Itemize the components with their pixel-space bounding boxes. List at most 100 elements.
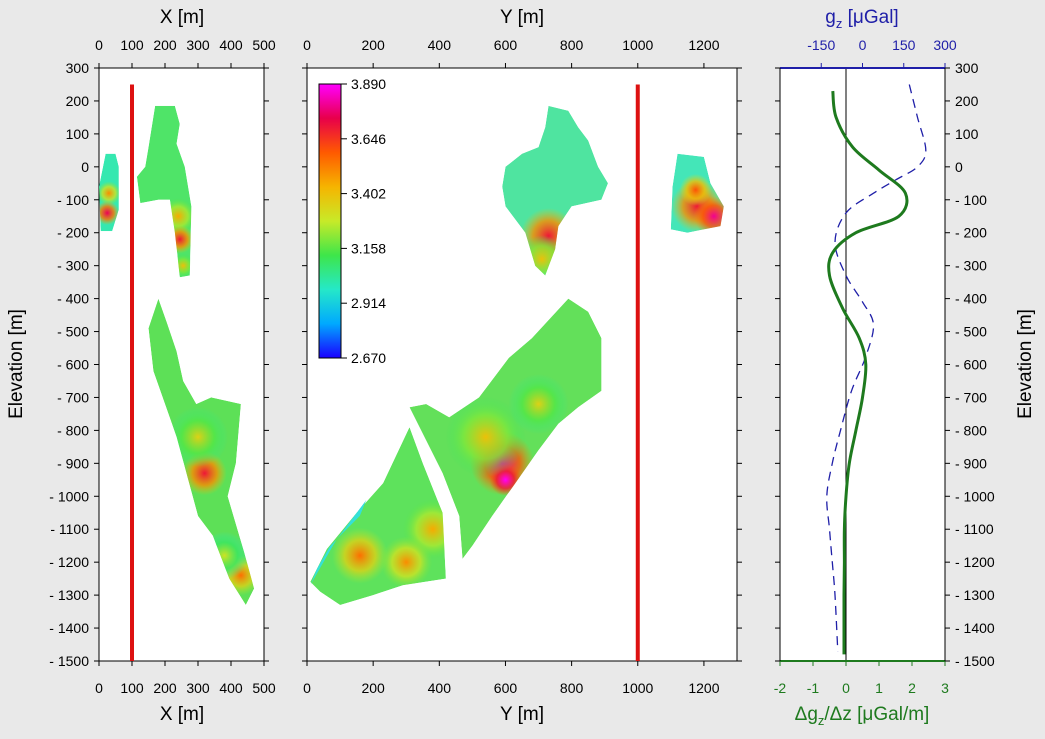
- z-tick-label-right: - 200: [955, 225, 987, 241]
- z-tick-label-left: - 1300: [49, 587, 89, 603]
- density-colorbar: 3.890 3.646 3.402 3.158 2.914 2.670: [318, 76, 386, 366]
- z-tick-label-left: 300: [66, 60, 90, 76]
- gradient-tick-label: 2: [908, 680, 916, 696]
- top-tick-label: 0: [95, 37, 103, 53]
- z-tick-label-left: - 400: [57, 291, 89, 307]
- yz-axes: 0 0 200 200 400 400 600 600 800 800 1000 1000 1200 12…: [302, 37, 742, 696]
- z-tick-label-right: - 1200: [955, 554, 995, 570]
- top-tick-label: 1000: [622, 37, 653, 53]
- z-tick-label-left: - 1500: [49, 653, 89, 669]
- z-tick-label-left: - 200: [57, 225, 89, 241]
- gradient-axis-label-rest: /Δz [μGal/m]: [824, 704, 929, 725]
- density-anomaly: [331, 527, 388, 584]
- top-tick-label: 100: [120, 37, 144, 53]
- z-tick-label-right: - 1300: [955, 587, 995, 603]
- z-tick-label-left: - 1200: [49, 554, 89, 570]
- density-anomaly: [445, 396, 526, 477]
- xz-top-axis-label: X [m]: [160, 7, 204, 28]
- top-tick-label: 600: [494, 37, 518, 53]
- gradient-axis-label: Δgz/Δz [μGal/m]: [795, 704, 930, 728]
- top-tick-label: 0: [303, 37, 311, 53]
- top-tick-label: 800: [560, 37, 584, 53]
- yz-density-bodies: [310, 105, 724, 605]
- gradient-tick-label: 3: [941, 680, 949, 696]
- top-tick-label: 500: [252, 37, 276, 53]
- density-anomaly: [679, 173, 712, 206]
- bottom-tick-label: 800: [560, 680, 584, 696]
- colorbar-tick-label: 2.670: [351, 350, 386, 366]
- gradient-curve: [827, 90, 909, 655]
- density-anomaly: [99, 181, 119, 206]
- z-tick-label-right: - 1000: [955, 488, 995, 504]
- bottom-tick-label: 600: [494, 680, 518, 696]
- z-tick-label-right: - 1500: [955, 653, 995, 669]
- z-tick-label-right: - 1400: [955, 620, 995, 636]
- bottom-tick-label: 0: [95, 680, 103, 696]
- density-anomaly: [99, 200, 119, 225]
- bottom-tick-label: 400: [219, 680, 243, 696]
- z-tick-label-left: - 900: [57, 455, 89, 471]
- profile-curves: [826, 84, 927, 655]
- bottom-tick-label: 200: [361, 680, 385, 696]
- gradient-tick-label: 0: [842, 680, 850, 696]
- z-tick-label-left: 200: [66, 93, 90, 109]
- z-tick-label-left: - 1000: [49, 488, 89, 504]
- bottom-tick-label: 400: [428, 680, 452, 696]
- density-anomaly: [380, 536, 433, 589]
- colorbar-tick-label: 3.646: [351, 131, 386, 147]
- z-tick-label-right: - 600: [955, 357, 987, 373]
- gz-axis-label: gz [μGal]: [825, 7, 898, 31]
- density-body: [670, 153, 724, 233]
- gz-axis-label-rest: [μGal]: [842, 7, 898, 28]
- xz-section-panel: 0 0 100 100 200 200 300 300 400 400 500 500 300 200 10…: [6, 7, 276, 725]
- gradient-tick-label: 1: [875, 680, 883, 696]
- z-tick-label-right: - 100: [955, 192, 987, 208]
- xz-elevation-label: Elevation [m]: [6, 309, 27, 419]
- colorbar-tick-label: 3.402: [351, 186, 386, 202]
- top-tick-label: 200: [361, 37, 385, 53]
- z-tick-label-left: - 300: [57, 258, 89, 274]
- density-body: [310, 427, 446, 605]
- yz-top-axis-label: Y [m]: [500, 7, 544, 28]
- gz-axis-label-sub: z: [836, 16, 843, 31]
- xz-axes: 0 0 100 100 200 200 300 300 400 400 500 500 300 200 10…: [49, 37, 276, 696]
- z-tick-label-left: - 600: [57, 357, 89, 373]
- density-body: [409, 298, 602, 559]
- top-tick-label: 400: [428, 37, 452, 53]
- density-body-fill: [310, 499, 367, 586]
- z-tick-label-left: - 500: [57, 324, 89, 340]
- z-tick-label-left: - 1400: [49, 620, 89, 636]
- xz-bottom-axis-label: X [m]: [160, 704, 204, 725]
- bottom-tick-label: 100: [120, 680, 144, 696]
- density-anomaly: [693, 196, 724, 233]
- bottom-tick-label: 500: [252, 680, 276, 696]
- colorbar-tick-label: 2.914: [351, 295, 386, 311]
- top-tick-label: 400: [219, 37, 243, 53]
- profile-elevation-label: Elevation [m]: [1015, 309, 1036, 419]
- colorbar-tick-label: 3.890: [351, 76, 386, 92]
- z-tick-label-left: - 1100: [50, 521, 89, 537]
- bottom-tick-label: 300: [186, 680, 210, 696]
- density-anomaly: [168, 406, 228, 467]
- density-body: [99, 153, 119, 232]
- colorbar-ramp: [318, 83, 342, 359]
- z-tick-label-left: - 700: [57, 389, 89, 405]
- bottom-tick-label: 1200: [688, 680, 719, 696]
- z-tick-label-left: - 100: [57, 192, 89, 208]
- z-tick-label-right: - 700: [955, 389, 987, 405]
- z-tick-label-right: 200: [955, 93, 979, 109]
- profile-axes: -150 0 150 300 -2 -1 0 1 2 3 300 200 100 0 - 100 - 200 -…: [774, 37, 995, 696]
- z-tick-label-right: 0: [955, 159, 963, 175]
- yz-bottom-axis-label: Y [m]: [500, 704, 544, 725]
- bottom-tick-label: 200: [153, 680, 177, 696]
- z-tick-label-right: 300: [955, 60, 979, 76]
- z-tick-label-right: 100: [955, 126, 979, 142]
- top-tick-label: 300: [186, 37, 210, 53]
- top-tick-label: 200: [153, 37, 177, 53]
- gz-tick-label: 300: [933, 37, 957, 53]
- z-tick-label-left: 0: [81, 159, 89, 175]
- top-tick-label: 1200: [688, 37, 719, 53]
- z-tick-label-right: - 500: [955, 324, 987, 340]
